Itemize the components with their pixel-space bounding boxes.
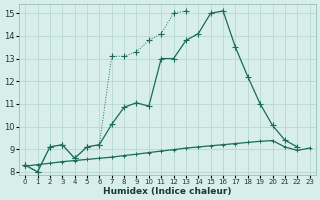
- X-axis label: Humidex (Indice chaleur): Humidex (Indice chaleur): [103, 187, 232, 196]
